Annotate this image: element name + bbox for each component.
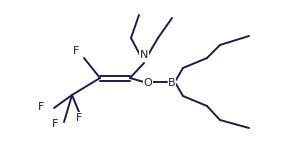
Text: N: N — [140, 50, 148, 60]
Text: F: F — [73, 46, 79, 56]
Text: O: O — [144, 78, 153, 88]
Text: F: F — [38, 102, 44, 112]
Text: B: B — [168, 78, 176, 88]
Text: F: F — [52, 119, 58, 129]
Text: F: F — [76, 113, 82, 123]
